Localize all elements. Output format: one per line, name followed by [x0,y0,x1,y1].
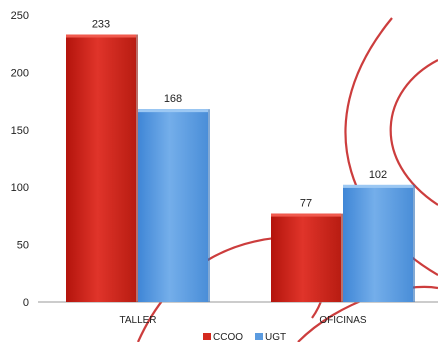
bar-top-ccoo-oficinas [271,213,341,217]
y-tick-label-50: 50 [17,240,29,252]
y-tick-label-100: 100 [11,182,29,194]
legend-label-ccoo: CCOO [213,332,243,342]
y-tick-label-250: 250 [11,10,29,22]
bar-top-ccoo-taller [66,34,136,38]
data-label-ugt-taller: 168 [164,93,182,105]
x-tick-label-oficinas: OFICINAS [319,315,367,326]
bar-ugt-oficinas [343,184,413,302]
bar-ccoo-oficinas [271,213,341,302]
bars [66,34,415,303]
bar-top-ugt-oficinas [343,184,413,188]
bar-ugt-taller [138,109,208,302]
y-tick-label-150: 150 [11,125,29,137]
legend: CCOO UGT [203,332,286,343]
y-tick-label-200: 200 [11,67,29,79]
legend-swatch-ccoo [203,333,211,340]
data-labels: 233 168 77 102 [92,19,387,210]
data-label-ugt-oficinas: 102 [369,169,387,181]
x-axis-labels: TALLER OFICINAS [119,315,366,326]
legend-swatch-ugt [255,333,263,340]
data-label-ccoo-oficinas: 77 [300,198,312,210]
data-label-ccoo-taller: 233 [92,19,110,31]
x-tick-label-taller: TALLER [119,315,156,326]
swoosh-line-2 [389,59,438,206]
legend-label-ugt: UGT [265,332,286,342]
bar-top-ugt-taller [138,109,208,113]
y-tick-label-0: 0 [23,297,29,309]
bar-ccoo-taller [66,34,136,303]
